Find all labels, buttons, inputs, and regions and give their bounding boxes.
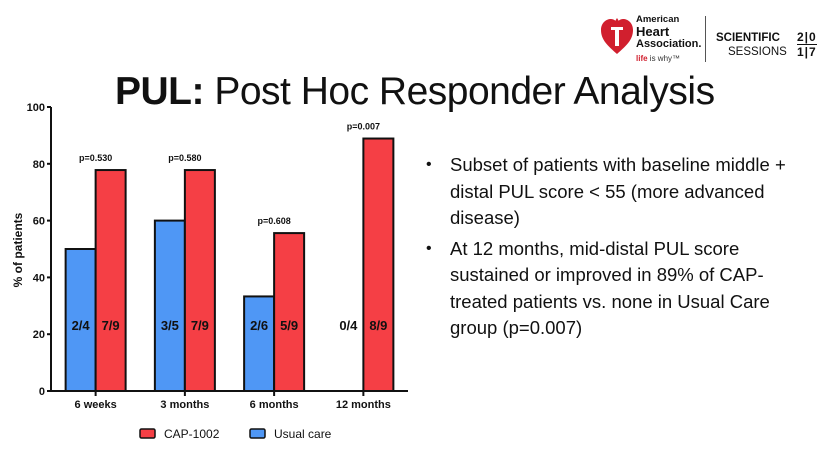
tagline-rest: is why™ bbox=[647, 54, 681, 63]
bar-usual-care bbox=[243, 295, 276, 393]
x-tick-label: 3 months bbox=[160, 399, 209, 411]
bar-label-usual-care: 2/6 bbox=[250, 318, 268, 333]
tagline-red: life bbox=[636, 54, 648, 63]
legend-swatch bbox=[249, 428, 266, 439]
aha-line2: Heart bbox=[636, 24, 670, 39]
logo-divider bbox=[705, 16, 706, 62]
title-bold: PUL: bbox=[115, 70, 205, 113]
bullet-dot: • bbox=[426, 156, 432, 173]
bullet-list: • Subset of patients with baseline middle… bbox=[424, 152, 816, 346]
bar-label-cap-1002: 7/9 bbox=[102, 318, 120, 333]
bar-usual-care bbox=[153, 219, 186, 392]
aha-line1: American bbox=[636, 14, 680, 25]
title-rest: Post Hoc Responder Analysis bbox=[204, 70, 715, 113]
bar-label-cap-1002: 5/9 bbox=[280, 318, 298, 333]
bar-chart: % of patients 0 20 40 60 80 100 6 weeks 2/4 7/9 p… bbox=[11, 102, 408, 441]
bar-label-usual-care: 0/4 bbox=[339, 318, 358, 333]
p-value-label: p=0.608 bbox=[257, 216, 290, 226]
slide-title: PUL: Post Hoc Responder Analysis bbox=[115, 70, 715, 114]
p-value-label: p=0.530 bbox=[79, 153, 112, 163]
bullet-text: Subset of patients with baseline middle … bbox=[450, 154, 786, 228]
legend-label: Usual care bbox=[274, 427, 332, 441]
p-value-label: p=0.007 bbox=[347, 122, 380, 132]
year-top: 2|0 bbox=[797, 30, 817, 45]
y-tick-label: 40 bbox=[33, 272, 45, 284]
aha-scientific-sessions-logo: American Heart Association. life is why™… bbox=[600, 12, 817, 67]
y-tick-label: 20 bbox=[33, 329, 45, 341]
tagline: life is why™ bbox=[636, 54, 680, 63]
x-tick-label: 12 months bbox=[336, 399, 391, 411]
bar-label-usual-care: 3/5 bbox=[161, 318, 179, 333]
bullet-item: • Subset of patients with baseline middle… bbox=[424, 152, 816, 232]
year-bottom: 1|7 bbox=[797, 45, 817, 59]
bar-label-cap-1002: 7/9 bbox=[191, 318, 209, 333]
y-tick-label: 60 bbox=[33, 216, 45, 228]
bar-label-cap-1002: 8/9 bbox=[369, 318, 387, 333]
y-tick-label: 0 bbox=[39, 386, 45, 398]
legend-swatch bbox=[139, 428, 156, 439]
x-tick-label: 6 weeks bbox=[75, 399, 117, 411]
heart-torch-icon bbox=[601, 18, 633, 54]
aha-name: American Heart Association. bbox=[636, 15, 701, 51]
y-tick-label: 80 bbox=[33, 159, 45, 171]
bar-cap-1002 bbox=[273, 232, 306, 392]
y-tick-label: 100 bbox=[27, 102, 45, 114]
bullet-text: At 12 months, mid-distal PUL score susta… bbox=[450, 237, 770, 339]
bullet-item: • At 12 months, mid-distal PUL score sust… bbox=[424, 236, 816, 342]
event-line2: SESSIONS bbox=[728, 46, 787, 58]
legend-label: CAP-1002 bbox=[164, 427, 220, 441]
bar-cap-1002 bbox=[362, 137, 395, 392]
bar-label-usual-care: 2/4 bbox=[72, 318, 91, 333]
p-value-label: p=0.580 bbox=[168, 153, 201, 163]
y-axis-label: % of patients bbox=[11, 212, 25, 287]
bar-cap-1002 bbox=[94, 169, 127, 392]
bullet-dot: • bbox=[426, 239, 432, 257]
event-line1: SCIENTIFIC bbox=[716, 32, 780, 44]
x-tick-label: 6 months bbox=[250, 399, 299, 411]
bar-usual-care bbox=[64, 248, 97, 392]
aha-line3: Association. bbox=[636, 38, 702, 50]
bar-cap-1002 bbox=[183, 169, 216, 392]
